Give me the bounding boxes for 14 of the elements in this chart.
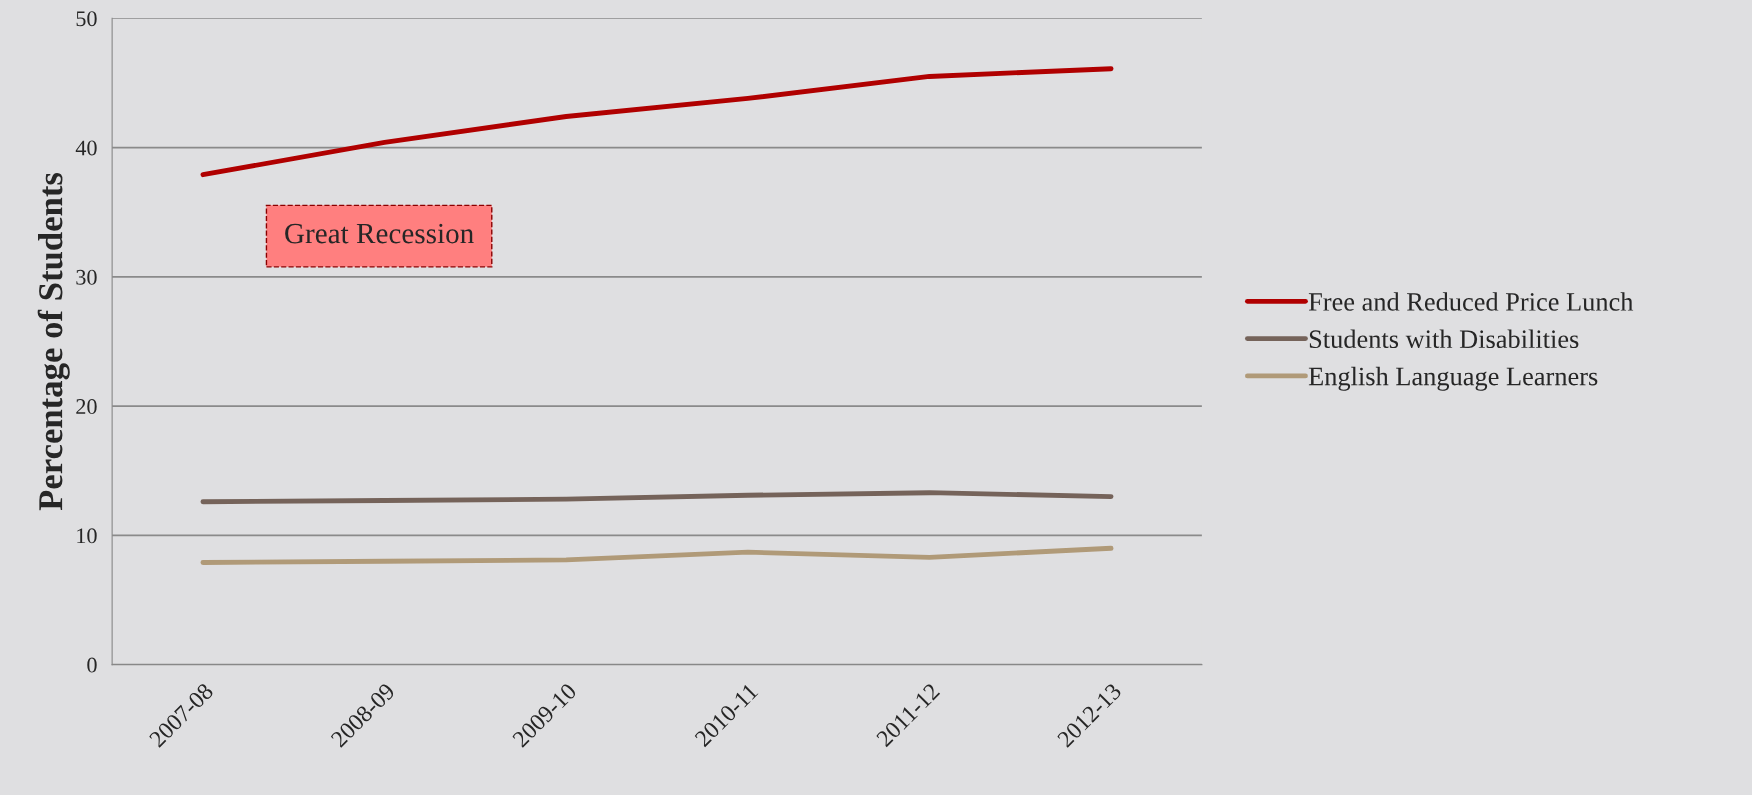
- y-tick-label: 0: [87, 657, 97, 673]
- y-tick-label: 50: [76, 11, 97, 27]
- line-series: [200, 66, 1114, 178]
- y-tick-label: 40: [75, 140, 97, 156]
- y-tick-label: 20: [76, 399, 97, 415]
- y-tick-label: 10: [77, 528, 97, 544]
- annotation: Great Recession: [285, 223, 474, 244]
- legend-label: Students with Disabilities: [1309, 329, 1579, 349]
- y-tick-label: 30: [76, 269, 97, 285]
- legend-label: Free and Reduced Price Lunch: [1308, 292, 1634, 311]
- line-series: [200, 545, 1114, 565]
- legend-label: English Language Learners: [1308, 366, 1598, 391]
- y-axis-title: Percentage of Students: [37, 172, 70, 511]
- line-series: [200, 490, 1114, 505]
